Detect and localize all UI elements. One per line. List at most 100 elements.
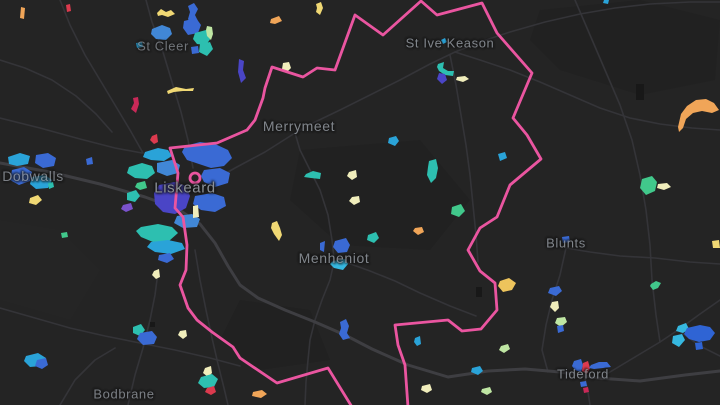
feature-polygon-palegreen[interactable] xyxy=(481,387,492,395)
feature-polygon-blue[interactable] xyxy=(35,153,56,168)
feature-polygon-indigo[interactable] xyxy=(238,59,246,83)
feature-polygon-yellow[interactable] xyxy=(167,87,194,94)
feature-polygon-blue[interactable] xyxy=(320,241,325,252)
feature-polygon-paleyellow[interactable] xyxy=(456,76,469,82)
feature-polygon-orange[interactable] xyxy=(270,16,282,24)
feature-polygon-blue[interactable] xyxy=(137,331,157,345)
feature-polygon-blue[interactable] xyxy=(183,18,201,35)
feature-polygon-indigo[interactable] xyxy=(154,182,190,214)
feature-polygon-blue[interactable] xyxy=(339,319,350,340)
feature-polygon-blue[interactable] xyxy=(182,142,232,168)
feature-polygon-paleyellow[interactable] xyxy=(550,301,559,312)
data-polygons-layer xyxy=(8,0,720,398)
feature-polygon-cyan[interactable] xyxy=(147,240,185,254)
feature-polygon-cyan[interactable] xyxy=(143,148,172,161)
feature-polygon-blue[interactable] xyxy=(86,157,93,165)
feature-polygon-yellow[interactable] xyxy=(29,195,42,205)
feature-polygon-crimson[interactable] xyxy=(131,97,139,113)
minor-road xyxy=(194,249,229,405)
feature-polygon-blue[interactable] xyxy=(572,359,583,372)
feature-polygon-paleyellow[interactable] xyxy=(193,205,199,218)
feature-polygon-blue[interactable] xyxy=(562,236,570,243)
feature-polygon-cyan[interactable] xyxy=(30,175,52,189)
feature-polygon-cyan[interactable] xyxy=(388,136,399,146)
feature-polygon-yellow[interactable] xyxy=(712,240,720,248)
feature-polygon-crimson[interactable] xyxy=(583,387,589,393)
feature-polygon-paleyellow[interactable] xyxy=(347,170,357,180)
minor-road xyxy=(344,261,477,317)
feature-polygon-gold[interactable] xyxy=(498,278,516,292)
feature-polygon-cyan[interactable] xyxy=(603,0,609,4)
feature-polygon-red[interactable] xyxy=(582,361,590,374)
feature-polygon-blue[interactable] xyxy=(201,168,230,187)
feature-polygon-blue[interactable] xyxy=(193,193,226,212)
feature-polygon-green[interactable] xyxy=(61,232,68,238)
feature-polygon-blue[interactable] xyxy=(557,325,564,333)
feature-polygon-blue[interactable] xyxy=(589,362,611,369)
feature-polygon-paleyellow[interactable] xyxy=(178,330,187,339)
feature-polygon-orange[interactable] xyxy=(20,7,25,19)
feature-polygon-blue[interactable] xyxy=(580,381,587,387)
feature-polygon-paleyellow[interactable] xyxy=(203,366,212,377)
feature-polygon-paleyellow[interactable] xyxy=(349,196,360,205)
feature-polygon-teal[interactable] xyxy=(437,62,454,76)
feature-polygon-brightcyan[interactable] xyxy=(330,259,348,270)
feature-polygon-red[interactable] xyxy=(66,4,71,12)
feature-polygon-paleyellow[interactable] xyxy=(657,183,671,190)
feature-polygon-teal[interactable] xyxy=(304,171,321,179)
building-footprint xyxy=(636,84,644,100)
minor-road xyxy=(0,117,143,154)
feature-polygon-teal[interactable] xyxy=(136,224,178,242)
feature-polygon-yellow[interactable] xyxy=(316,2,323,15)
feature-polygon-teal[interactable] xyxy=(193,30,211,45)
feature-polygon-teal[interactable] xyxy=(127,190,140,202)
feature-polygon-blue2[interactable] xyxy=(695,342,703,350)
building-footprint xyxy=(476,287,482,297)
feature-polygon-paleyellow[interactable] xyxy=(152,269,160,279)
feature-polygon-blue[interactable] xyxy=(191,46,199,54)
feature-polygon-red[interactable] xyxy=(205,386,216,395)
boundary-line[interactable] xyxy=(168,0,543,405)
feature-polygon-cyan[interactable] xyxy=(498,152,507,161)
feature-polygon-green[interactable] xyxy=(135,181,147,190)
feature-polygon-skyblue[interactable] xyxy=(151,25,172,40)
terrain-patch xyxy=(530,0,720,95)
feature-polygon-green[interactable] xyxy=(451,204,465,217)
feature-polygon-teal[interactable] xyxy=(367,232,379,243)
feature-polygon-palegreen[interactable] xyxy=(206,26,213,40)
feature-polygon-yellow[interactable] xyxy=(271,221,282,241)
boundary-enclave-ring[interactable] xyxy=(188,171,202,185)
feature-polygon-palegreen[interactable] xyxy=(499,344,510,353)
minor-road xyxy=(59,0,144,154)
feature-polygon-green[interactable] xyxy=(650,281,661,290)
feature-polygon-cyan[interactable] xyxy=(441,38,447,44)
feature-polygon-paleyellow[interactable] xyxy=(421,384,432,393)
feature-polygon-purple[interactable] xyxy=(121,203,133,212)
feature-polygon-teal[interactable] xyxy=(127,163,155,179)
feature-polygon-yellow[interactable] xyxy=(157,9,175,17)
feature-polygon-teal[interactable] xyxy=(427,159,438,183)
feature-polygon-cyan[interactable] xyxy=(414,336,421,346)
feature-polygon-blue[interactable] xyxy=(158,253,174,263)
feature-polygon-blue[interactable] xyxy=(548,286,562,296)
feature-polygon-green[interactable] xyxy=(640,176,657,195)
feature-polygon-orange[interactable] xyxy=(252,390,267,398)
feature-polygon-brightcyan[interactable] xyxy=(672,334,685,347)
feature-polygon-teal[interactable] xyxy=(48,182,54,189)
feature-polygon-blue2[interactable] xyxy=(684,325,715,342)
feature-polygon-cyan[interactable] xyxy=(8,153,30,166)
feature-polygon-orange[interactable] xyxy=(678,99,719,132)
feature-polygon-blue[interactable] xyxy=(333,238,350,253)
feature-polygon-orange[interactable] xyxy=(413,227,424,235)
feature-polygon-palegreen[interactable] xyxy=(555,317,567,327)
feature-polygon-cyan[interactable] xyxy=(136,42,143,48)
feature-polygon-blue[interactable] xyxy=(10,167,32,185)
feature-polygon-red[interactable] xyxy=(150,134,158,144)
feature-polygon-teal[interactable] xyxy=(198,374,218,388)
feature-polygon-teal[interactable] xyxy=(199,42,213,56)
feature-polygon-indigo[interactable] xyxy=(437,73,447,84)
feature-polygon-cyan[interactable] xyxy=(471,366,483,375)
feature-polygon-blue[interactable] xyxy=(35,358,48,369)
